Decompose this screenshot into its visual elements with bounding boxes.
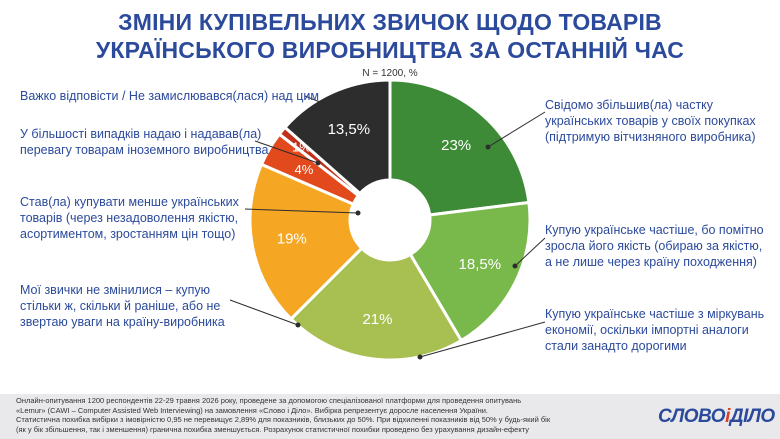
- slice-0: [388, 78, 531, 217]
- slice-description-line: Став(ла) купувати менше українських: [20, 195, 239, 209]
- slice-description-line: зросла його якість (обираю за якістю,: [545, 239, 763, 253]
- slice-6: [282, 78, 392, 196]
- sample-size-note: N = 1200, %: [362, 68, 418, 79]
- slice-description-line: асортиментом, зростанням цін тощо): [20, 227, 236, 241]
- methodology-note: Онлайн-опитування 1200 респондентів 22-2…: [16, 396, 606, 434]
- slice-description-line: українських товарів у своїх покупках: [545, 114, 756, 128]
- leader-dot: [417, 354, 423, 360]
- slice-description-line: Свідомо збільшив(ла) частку: [545, 98, 714, 112]
- slice-description-4: Став(ла) купувати менше українських товар…: [20, 194, 239, 242]
- leader-dot: [485, 144, 491, 150]
- slice-description-line: а не лише через країну походження): [545, 255, 757, 269]
- donut-chart: 23%18,5%21%19%4%1%13,5%: [229, 78, 546, 362]
- leader-line: [244, 208, 359, 214]
- slice-value-label: 18,5%: [459, 256, 502, 273]
- slice-value-label: 23%: [441, 137, 471, 154]
- slice-value-label: 13,5%: [328, 121, 371, 138]
- leader-dot: [315, 160, 321, 166]
- leader-dot: [295, 322, 301, 328]
- leader-line: [304, 95, 331, 107]
- chart-title-line-2: українського виробництва за останній час: [95, 37, 685, 63]
- leader-line: [254, 140, 319, 164]
- methodology-line: Статистична похибка вибірки з імовірніст…: [16, 415, 551, 425]
- slice-value-label: 19%: [277, 231, 307, 248]
- methodology-line: (як у бік збільшення, так і зменшення) г…: [16, 424, 529, 434]
- slice-description-line: Купую українське частіше з міркувань: [545, 307, 765, 321]
- leader-line: [229, 299, 299, 326]
- slice-description-line: товарів (через незадоволення якістю,: [20, 211, 239, 225]
- slovo-i-dilo-logo: СЛОВОіДІЛО: [658, 406, 775, 427]
- leader-line: [514, 237, 546, 267]
- leader-line: [487, 111, 546, 148]
- slice-description-line: стали занадто дорогими: [545, 339, 687, 353]
- slice-description-line: звертаю уваги на країну-виробника: [20, 315, 225, 329]
- methodology-line: «Lemur» (CAWI – Computer Assisted Web In…: [16, 405, 489, 415]
- chart-title: Зміни купівельних звичок щодо товарів ук…: [60, 8, 720, 64]
- leader-dot: [355, 210, 361, 216]
- slice-description-line: (підтримую вітчизняного виробника): [545, 130, 756, 144]
- slice-description-5: У більшості випадків надаю і надавав(ла)…: [20, 126, 268, 158]
- methodology-line: Онлайн-опитування 1200 респондентів 22-2…: [16, 396, 522, 405]
- leader-dot: [512, 263, 518, 269]
- footer-band: [0, 394, 780, 439]
- slice-1: [408, 200, 532, 343]
- slice-2: [288, 246, 464, 362]
- slice-description-0: Свідомо збільшив(ла) частку українських т…: [545, 97, 756, 145]
- slice-description-6: Важко відповісти / Не замислювався(лася)…: [20, 88, 319, 104]
- slice-value-label: 4%: [295, 162, 314, 177]
- slice-value-label: 21%: [362, 311, 392, 328]
- slice-description-2: Купую українське частіше з міркувань екон…: [545, 306, 764, 354]
- slice-description-line: Мої звички не змінилися – купую: [20, 283, 211, 297]
- leader-dot: [327, 103, 333, 109]
- slice-description-line: У більшості випадків надаю і надавав(ла): [20, 127, 262, 141]
- slice-description-line: перевагу товарам іноземного виробництва: [20, 143, 269, 157]
- slice-3: [248, 162, 364, 322]
- slice-description-3: Мої звички не змінилися – купую стільки ж…: [20, 282, 225, 330]
- slice-description-line: Важко відповісти / Не замислювався(лася)…: [20, 89, 319, 103]
- slice-description-1: Купую українське частіше, бо помітно зрос…: [545, 222, 764, 270]
- slice-description-line: стільки ж, скільки й раніше, або не: [20, 299, 221, 313]
- slice-description-line: Купую українське частіше, бо помітно: [545, 223, 764, 237]
- slice-description-line: економії, оскільки імпортні аналоги: [545, 323, 749, 337]
- leader-line: [419, 321, 546, 358]
- chart-title-line-1: Зміни купівельних звичок щодо товарів: [118, 9, 662, 35]
